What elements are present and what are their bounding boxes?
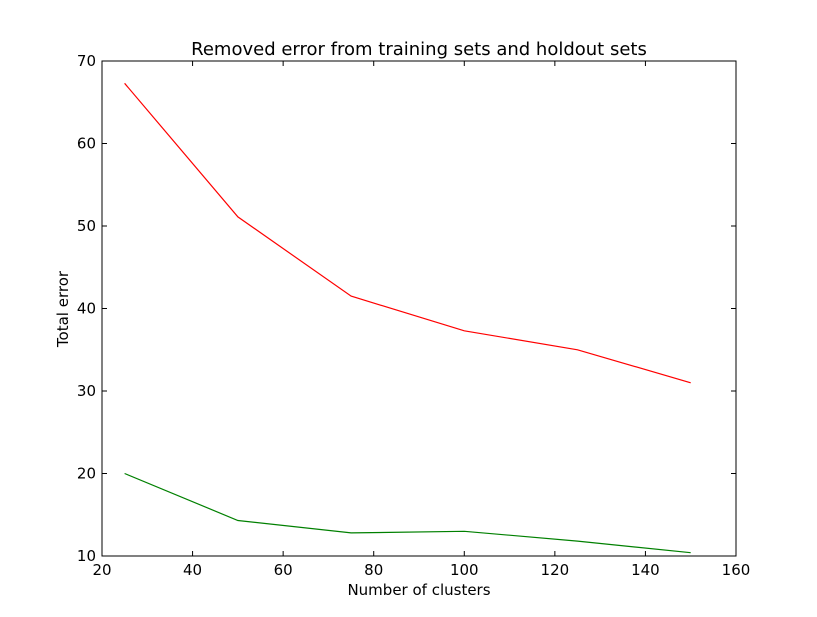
y-tick-label: 60 [77,135,96,153]
x-tick-label: 80 [364,561,383,579]
x-tick-label: 160 [722,561,751,579]
y-tick-label: 30 [77,382,96,400]
series-layer [124,82,691,554]
y-tick-label: 20 [77,465,96,483]
chart-title: Removed error from training sets and hol… [191,39,647,60]
y-tick-label: 10 [77,547,96,565]
x-tick-label: 40 [183,561,202,579]
x-axis-label: Number of clusters [347,581,490,599]
x-tick-label: 120 [541,561,570,579]
x-tick-label: 60 [274,561,293,579]
plot-frame [101,60,737,557]
y-tick-label: 50 [77,217,96,235]
y-axis-label: Total error [54,270,72,348]
y-tick-label: 70 [77,52,96,70]
x-tick-label: 20 [92,561,111,579]
plot-area [101,60,737,557]
x-tick-label: 100 [450,561,479,579]
y-tick-label: 40 [77,300,96,318]
series-line-1 [124,82,691,384]
x-tick-label: 140 [631,561,660,579]
series-line-2 [124,472,691,554]
